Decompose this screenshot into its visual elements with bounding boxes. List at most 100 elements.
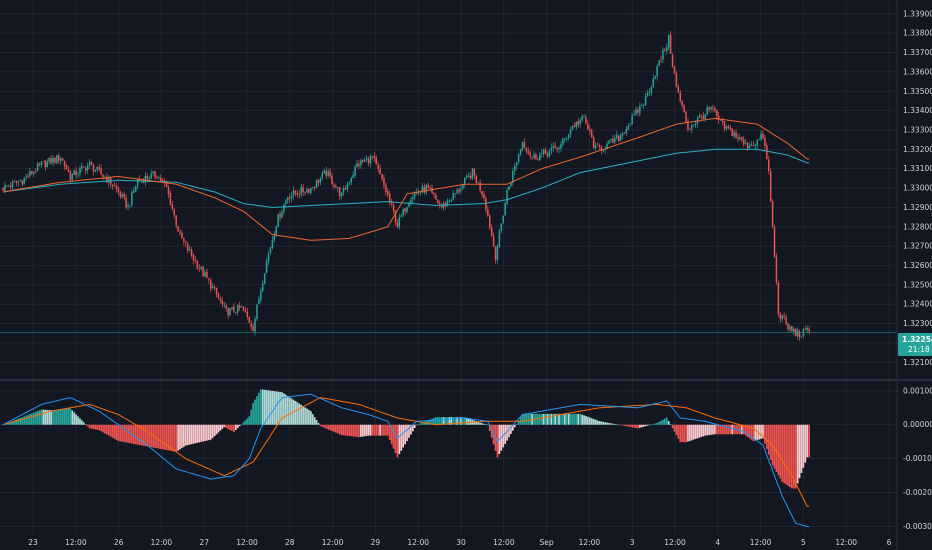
histogram-bar	[300, 404, 303, 425]
candle-body	[125, 197, 127, 208]
time-tick-label: 12:00	[65, 538, 87, 547]
candle-up	[11, 179, 14, 191]
candle-body	[267, 253, 270, 262]
histogram-bar	[167, 424, 170, 451]
histogram-bar	[714, 424, 716, 435]
histogram-bar	[677, 424, 680, 439]
macd-tick-label: 0.00100	[903, 386, 932, 395]
histogram-bar	[640, 424, 643, 428]
candle-down	[113, 181, 116, 187]
histogram-bar	[42, 409, 45, 425]
candle-up	[744, 138, 747, 146]
candle-up	[644, 92, 647, 106]
candle-down	[612, 135, 614, 144]
histogram-bar	[571, 413, 574, 425]
macd-tick-label: -0.00200	[903, 488, 932, 497]
histogram-bar	[267, 390, 270, 425]
histogram-bar	[223, 424, 226, 428]
histogram-bar	[631, 424, 633, 428]
candle-up	[52, 154, 54, 167]
candle-up	[363, 157, 366, 163]
histogram-bar	[769, 424, 772, 461]
candlestick-series	[2, 30, 810, 341]
histogram-bar	[598, 421, 601, 425]
histogram-bar	[256, 396, 258, 425]
histogram-bar	[298, 403, 301, 425]
histogram-bar	[129, 424, 131, 444]
candle-body	[392, 204, 395, 212]
candle-body	[477, 182, 479, 184]
candle-body	[579, 120, 581, 125]
histogram-bar	[694, 424, 697, 439]
histogram-bar	[209, 424, 212, 440]
candle-body	[454, 193, 456, 195]
candle-down	[438, 200, 441, 209]
candle-body	[429, 187, 431, 189]
candle-down	[294, 190, 297, 197]
candle-body	[733, 132, 735, 137]
histogram-bar	[386, 424, 389, 436]
candle-body	[419, 191, 422, 193]
candle-up	[86, 162, 89, 174]
candle-up	[533, 150, 535, 160]
histogram-bar	[9, 421, 12, 425]
candle-body	[173, 209, 175, 216]
candle-down	[787, 322, 789, 332]
candle-body	[19, 180, 22, 182]
histogram-bar	[604, 422, 607, 425]
candle-down	[219, 296, 222, 304]
candle-body	[748, 145, 751, 148]
candle-down	[338, 186, 341, 201]
histogram-bar	[277, 391, 279, 425]
candle-down	[473, 168, 476, 180]
candle-up	[698, 113, 701, 119]
histogram-bar	[294, 401, 297, 425]
histogram-bar	[765, 424, 768, 450]
candle-body	[119, 191, 122, 197]
candle-body	[675, 73, 678, 87]
candle-body	[167, 186, 170, 194]
candle-down	[329, 168, 331, 179]
candle-body	[160, 177, 162, 181]
histogram-bar	[581, 414, 583, 425]
histogram-bar	[658, 421, 660, 425]
histogram-bar	[32, 412, 35, 425]
candle-up	[691, 123, 693, 134]
time-tick-label: 26	[114, 538, 124, 547]
candle-body	[719, 119, 722, 121]
macd-pane[interactable]	[2, 389, 811, 528]
candle-body	[206, 271, 208, 278]
candle-up	[614, 134, 616, 145]
candle-body	[331, 175, 333, 185]
price-pane[interactable]	[0, 30, 897, 341]
candle-body	[762, 133, 764, 139]
candle-body	[158, 176, 160, 179]
candle-up	[315, 179, 318, 189]
candle-body	[329, 170, 331, 177]
candle-body	[375, 157, 378, 164]
candle-down	[279, 210, 281, 222]
histogram-bar	[198, 424, 201, 443]
candle-down	[458, 187, 460, 195]
histogram-bar	[567, 413, 570, 425]
histogram-bar	[315, 420, 318, 425]
histogram-bar	[38, 410, 41, 425]
price-tick-label: 1.33000	[903, 184, 932, 193]
candle-body	[710, 107, 712, 110]
candle-body	[598, 145, 601, 147]
candle-body	[585, 117, 587, 124]
macd-axis[interactable]: 0.00100 0.00000 -0.00100 -0.00200 -0.00300	[903, 386, 932, 531]
histogram-bar	[44, 409, 47, 425]
histogram-bar	[715, 424, 718, 435]
histogram-bar	[679, 424, 682, 443]
time-axis[interactable]: 23 12:00 26 12:00 27 12:00 28 12:00 29 12:00 30 12:…	[28, 538, 891, 547]
histogram-bar	[261, 389, 264, 425]
candle-down	[487, 205, 489, 218]
candle-body	[577, 121, 580, 125]
candle-body	[642, 104, 645, 106]
candle-body	[373, 155, 376, 159]
candle-body	[94, 170, 97, 171]
histogram-bar	[40, 409, 43, 425]
candle-down	[712, 104, 714, 113]
